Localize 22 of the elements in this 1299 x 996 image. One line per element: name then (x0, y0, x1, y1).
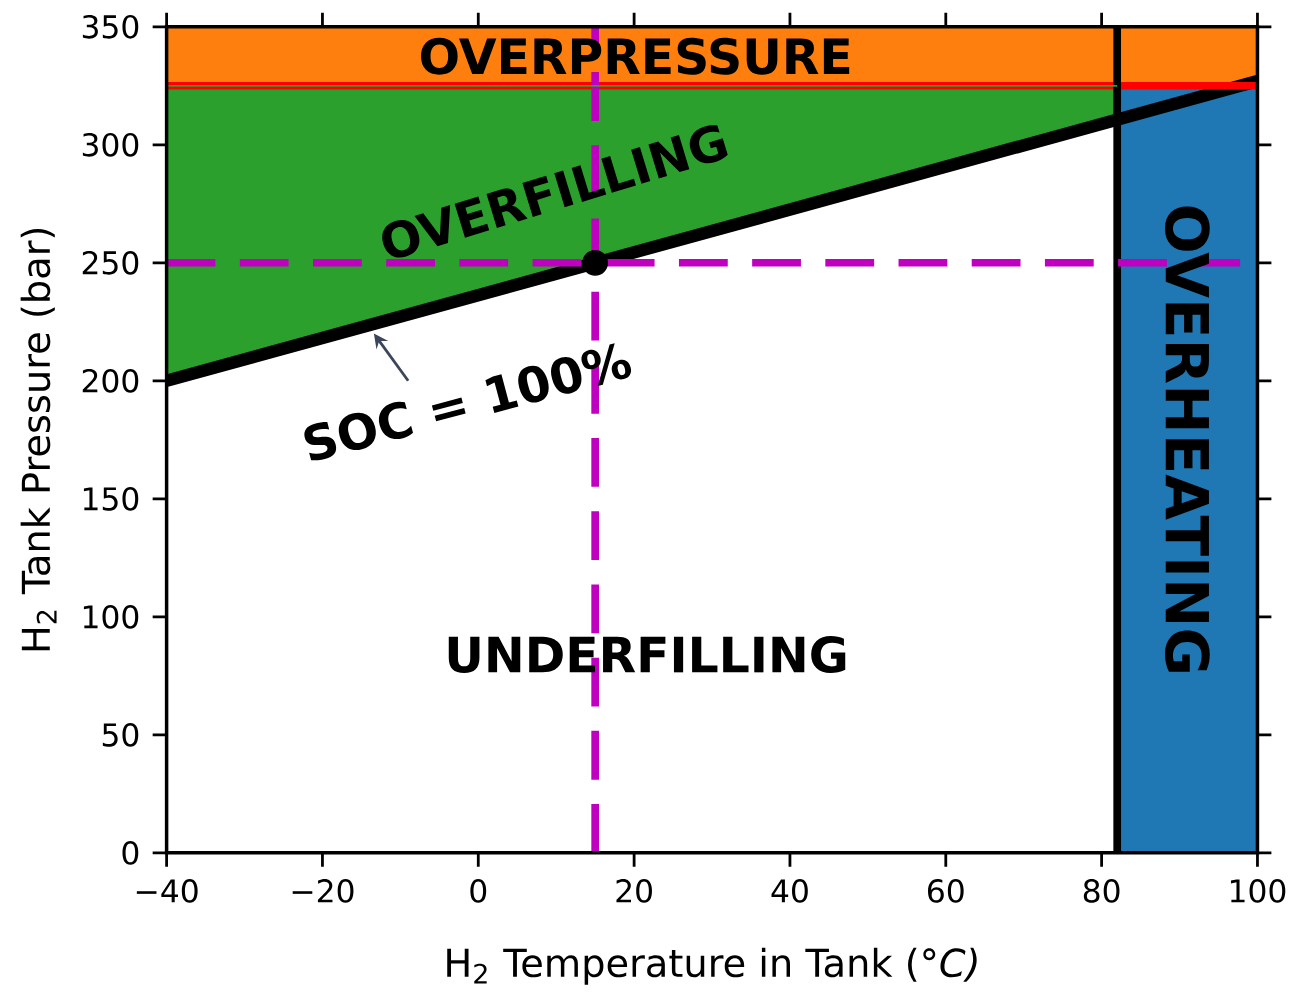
x-tick-label: −20 (292, 878, 354, 903)
x-tick-label: 20 (616, 878, 652, 903)
y-tick-label: 300 (82, 132, 139, 157)
annotation: UNDERFILLING (448, 635, 846, 673)
y-axis-title: H$_{2}$ Tank Pressure (bar) (20, 228, 57, 651)
y-tick-label: 350 (82, 14, 139, 39)
y-tick-label: 250 (82, 250, 139, 275)
y-tick-label: 100 (83, 604, 139, 629)
y-tick-label: 200 (82, 368, 139, 393)
x-tick-label: 0 (470, 878, 487, 903)
x-tick-label: −40 (136, 878, 198, 903)
x-tick-label: 40 (771, 878, 808, 903)
x-tick-label: 100 (1230, 878, 1286, 903)
x-tick-label: 60 (928, 878, 964, 903)
y-tick-label: 0 (122, 840, 139, 865)
band-label: OVERHEATING (1164, 206, 1210, 672)
x-tick-label: 80 (1083, 878, 1120, 903)
y-tick-label: 50 (102, 722, 139, 747)
annotation: SOC = 100% (304, 343, 632, 461)
band-label: OVERPRESSURE (421, 37, 850, 75)
y-tick-label: 150 (83, 486, 139, 511)
x-axis-title: H$_{2}$ Temperature in Tank (°C) (447, 947, 977, 985)
